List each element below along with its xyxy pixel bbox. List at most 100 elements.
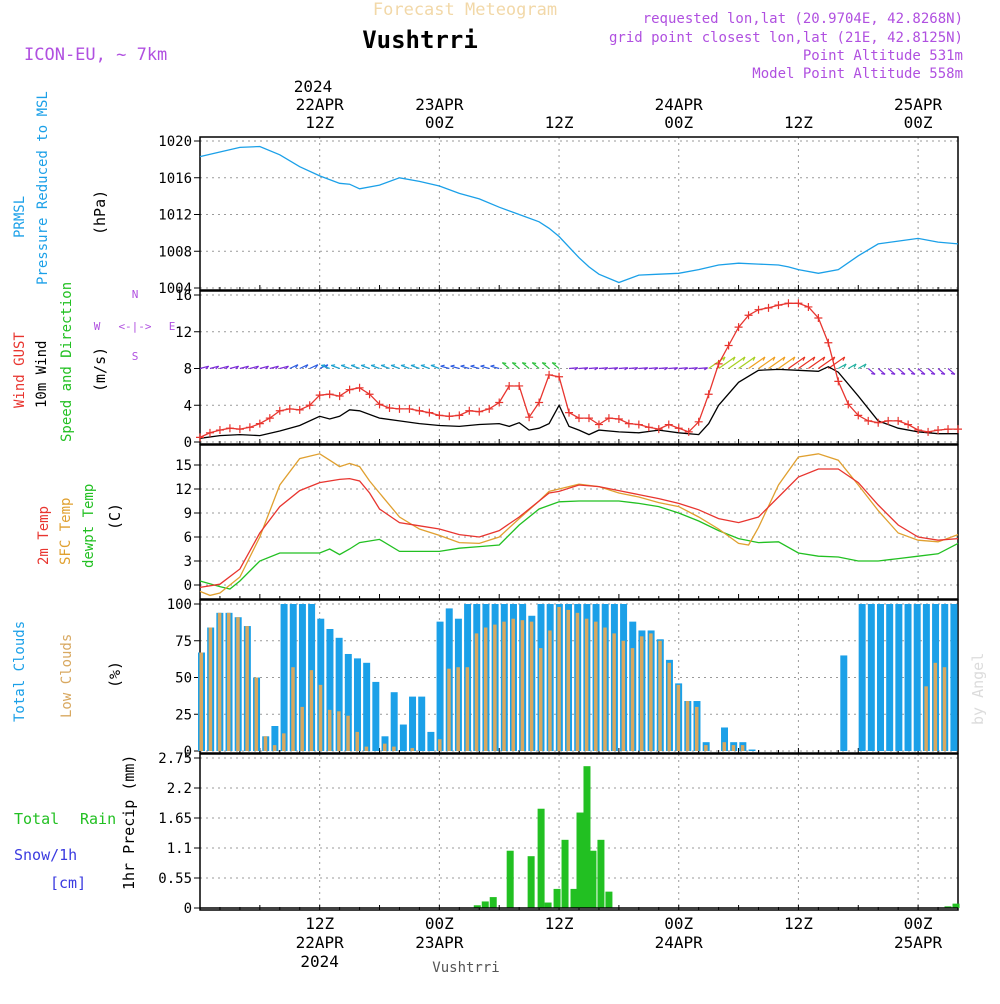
rain-bar	[589, 850, 597, 908]
gust-line-point	[594, 420, 603, 429]
cloud-labels: Total Clouds Low Clouds (%)	[12, 621, 124, 722]
wind-arrow	[857, 363, 867, 370]
ytick-label: 0	[184, 901, 192, 917]
low-cloud-bar	[447, 668, 451, 751]
gust-line-point	[475, 407, 484, 416]
wind-line	[199, 365, 958, 439]
wind-arrow-head	[295, 364, 299, 369]
requested-coords: requested lon,lat (20.9704E, 42.8268N)	[643, 11, 963, 27]
wind-arrow	[688, 367, 698, 370]
panel-pressure: 1004 1008 1012 1016 1020	[158, 134, 959, 297]
bottom-tick-time: 12Z	[784, 914, 813, 933]
gust-line-point	[674, 424, 683, 433]
low-cloud-bar	[263, 736, 268, 751]
wind-arrow	[269, 365, 279, 370]
location-title: Vushtrri	[362, 26, 478, 54]
wind-arrow-head	[440, 364, 445, 367]
bottom-tick-time: 12Z	[545, 914, 574, 933]
gust-line-point	[495, 398, 504, 407]
total-cloud-bar	[427, 731, 435, 751]
model-altitude: Model Point Altitude 558m	[752, 66, 963, 82]
gust-line-point	[515, 381, 524, 390]
gust-line-point	[654, 425, 663, 434]
low-cloud-bar	[309, 670, 314, 751]
low-cloud-bar	[722, 742, 727, 751]
gust-line-point	[545, 370, 554, 379]
gust-line-point	[335, 392, 344, 401]
wind-arrow	[867, 368, 876, 375]
wind-arrow	[798, 356, 816, 369]
wind-arrow	[400, 364, 410, 370]
compass-rose: N W E S <-|->	[94, 288, 176, 363]
label-ms: (m/s)	[91, 347, 109, 392]
wind-arrow-head	[265, 365, 269, 370]
gust-line-point	[924, 427, 933, 436]
wind-arrow	[728, 356, 746, 369]
gust-line-point	[764, 303, 773, 312]
cloud-series	[198, 604, 958, 751]
ytick-label: 1004	[158, 281, 192, 297]
wind-arrow	[678, 367, 688, 370]
low-cloud-bar	[548, 630, 552, 751]
total-cloud-bar	[877, 604, 884, 751]
wind-arrow	[907, 368, 916, 375]
gust-line-point	[215, 426, 224, 435]
low-cloud-bar	[685, 701, 690, 751]
wind-arrow-head	[871, 372, 876, 375]
panel-temperature: 0 3 6 9 12 15	[175, 444, 959, 600]
low-cloud-bar	[502, 621, 506, 751]
wind-arrow-head	[664, 367, 669, 371]
top-tick-date: 22APR	[296, 95, 345, 114]
ytick-label: 75	[175, 634, 192, 650]
wind-arrow-head	[245, 365, 250, 370]
ytick-label: 9	[184, 506, 192, 522]
low-cloud-bar	[364, 746, 369, 751]
wind-arrow-head	[930, 372, 936, 375]
wind-arrow	[511, 362, 520, 369]
wind-arrow-head	[742, 356, 746, 361]
point-altitude: Point Altitude 531m	[803, 48, 963, 64]
wind-arrow-head	[410, 364, 416, 367]
gust-line-point	[196, 433, 204, 442]
total-cloud-bar	[721, 727, 729, 751]
bottom-tick-year: 2024	[300, 952, 339, 971]
wind-arrow-head	[420, 364, 425, 367]
rain-bar	[570, 888, 578, 908]
wind-arrow-head	[285, 365, 289, 370]
gust-line-point	[505, 381, 514, 390]
wind-arrow	[390, 364, 400, 370]
total-cloud-bar	[409, 696, 417, 751]
wind-series	[196, 299, 962, 442]
top-year: 2024	[294, 77, 333, 96]
model-label: ICON-EU, ~ 7km	[24, 45, 167, 65]
total-cloud-bar	[298, 604, 306, 751]
top-tick-date: 23APR	[415, 95, 464, 114]
top-tick-date: 25APR	[894, 95, 943, 114]
precip-labels: Total Rain Snow/1h [cm] 1hr Precip (mm)	[14, 755, 138, 892]
wind-arrow	[588, 367, 598, 370]
gust-line-point	[814, 313, 823, 322]
low-cloud-bar	[575, 612, 580, 751]
total-cloud-bar	[436, 621, 444, 751]
total-cloud-bar	[399, 724, 407, 751]
wind-arrow-head	[574, 367, 579, 371]
wind-arrow	[648, 367, 658, 370]
wind-arrow-head	[490, 364, 495, 367]
compass-n: N	[132, 288, 139, 301]
wind-arrow-head	[853, 363, 857, 368]
panel-frame	[199, 753, 959, 911]
bottom-tick-date: 25APR	[894, 933, 943, 952]
wind-arrow-head	[843, 363, 847, 368]
top-tick-time: 00Z	[664, 113, 693, 132]
wind-arrow-head	[450, 364, 455, 367]
gust-line-point	[285, 404, 294, 413]
gust-line-point	[535, 398, 544, 407]
wind-arrow-head	[361, 364, 366, 367]
gust-line-point	[265, 414, 274, 423]
gust-line-point	[385, 404, 394, 413]
ytick-label: 2.2	[167, 781, 192, 797]
wind-arrow	[410, 364, 420, 370]
low-cloud-bar	[942, 667, 947, 751]
wind-arrow-head	[842, 356, 846, 361]
wind-arrow	[440, 365, 450, 370]
